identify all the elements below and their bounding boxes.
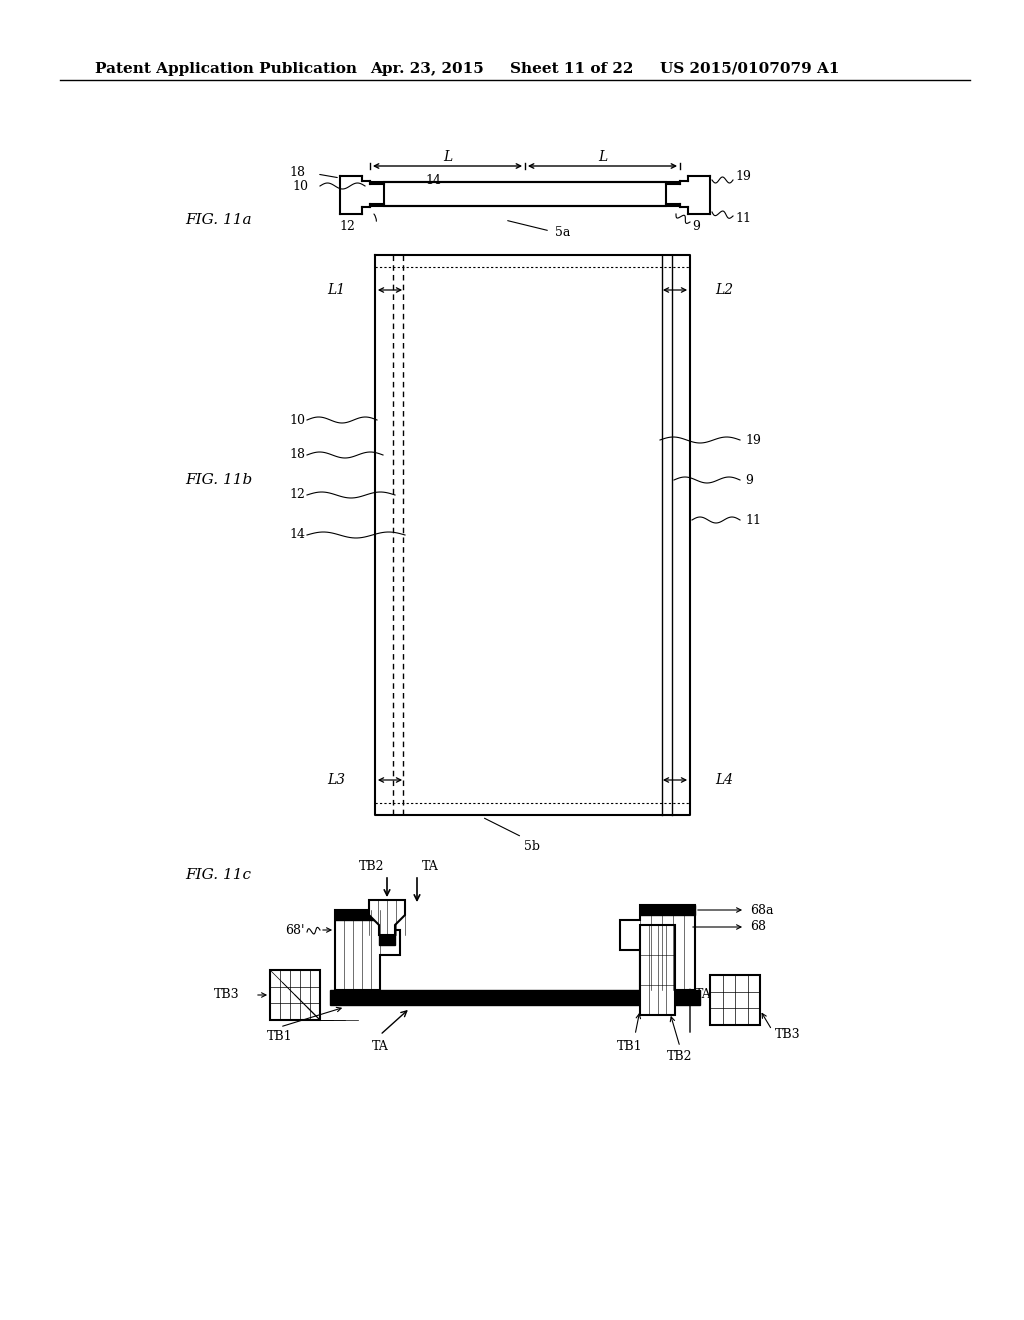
Text: FIG. 11a: FIG. 11a bbox=[185, 213, 252, 227]
Text: TA: TA bbox=[695, 989, 712, 1002]
Text: L1: L1 bbox=[327, 282, 345, 297]
Polygon shape bbox=[620, 906, 695, 990]
Polygon shape bbox=[335, 909, 380, 920]
Text: 11: 11 bbox=[745, 513, 761, 527]
Polygon shape bbox=[379, 935, 395, 945]
Text: 9: 9 bbox=[692, 219, 699, 232]
Text: Apr. 23, 2015: Apr. 23, 2015 bbox=[370, 62, 483, 77]
Text: 11: 11 bbox=[735, 211, 751, 224]
Text: 68': 68' bbox=[286, 924, 305, 936]
Polygon shape bbox=[640, 906, 695, 915]
Text: L: L bbox=[442, 150, 453, 164]
Polygon shape bbox=[330, 990, 700, 1005]
Text: TA: TA bbox=[372, 1040, 388, 1053]
Text: 18: 18 bbox=[289, 165, 305, 178]
Text: TA: TA bbox=[422, 861, 438, 873]
Text: 5b: 5b bbox=[524, 840, 540, 853]
Polygon shape bbox=[640, 925, 675, 1015]
Text: 19: 19 bbox=[735, 169, 751, 182]
Text: 5a: 5a bbox=[555, 226, 570, 239]
Polygon shape bbox=[369, 900, 406, 935]
Text: TB3: TB3 bbox=[775, 1028, 801, 1041]
Text: Patent Application Publication: Patent Application Publication bbox=[95, 62, 357, 77]
Text: L: L bbox=[598, 150, 607, 164]
Text: US 2015/0107079 A1: US 2015/0107079 A1 bbox=[660, 62, 840, 77]
Text: FIG. 11c: FIG. 11c bbox=[185, 869, 251, 882]
Text: TB1: TB1 bbox=[617, 1040, 643, 1053]
Text: 10: 10 bbox=[292, 180, 308, 193]
Polygon shape bbox=[270, 970, 319, 1020]
Text: 68a: 68a bbox=[750, 903, 773, 916]
Text: 14: 14 bbox=[425, 173, 441, 186]
Text: 19: 19 bbox=[745, 433, 761, 446]
Text: L4: L4 bbox=[715, 774, 733, 787]
Text: TB1: TB1 bbox=[267, 1030, 293, 1043]
Text: Sheet 11 of 22: Sheet 11 of 22 bbox=[510, 62, 634, 77]
Text: 10: 10 bbox=[289, 413, 305, 426]
Text: 18: 18 bbox=[289, 449, 305, 462]
Polygon shape bbox=[710, 975, 760, 1026]
Text: 14: 14 bbox=[289, 528, 305, 541]
Text: 9: 9 bbox=[745, 474, 753, 487]
Text: 12: 12 bbox=[339, 219, 355, 232]
Text: L3: L3 bbox=[327, 774, 345, 787]
Text: TB3: TB3 bbox=[214, 989, 240, 1002]
Text: TB2: TB2 bbox=[668, 1049, 693, 1063]
Polygon shape bbox=[335, 909, 400, 990]
Text: TB2: TB2 bbox=[359, 861, 385, 873]
Text: 12: 12 bbox=[289, 488, 305, 502]
Text: FIG. 11b: FIG. 11b bbox=[185, 473, 252, 487]
Text: L2: L2 bbox=[715, 282, 733, 297]
Text: 68: 68 bbox=[750, 920, 766, 933]
